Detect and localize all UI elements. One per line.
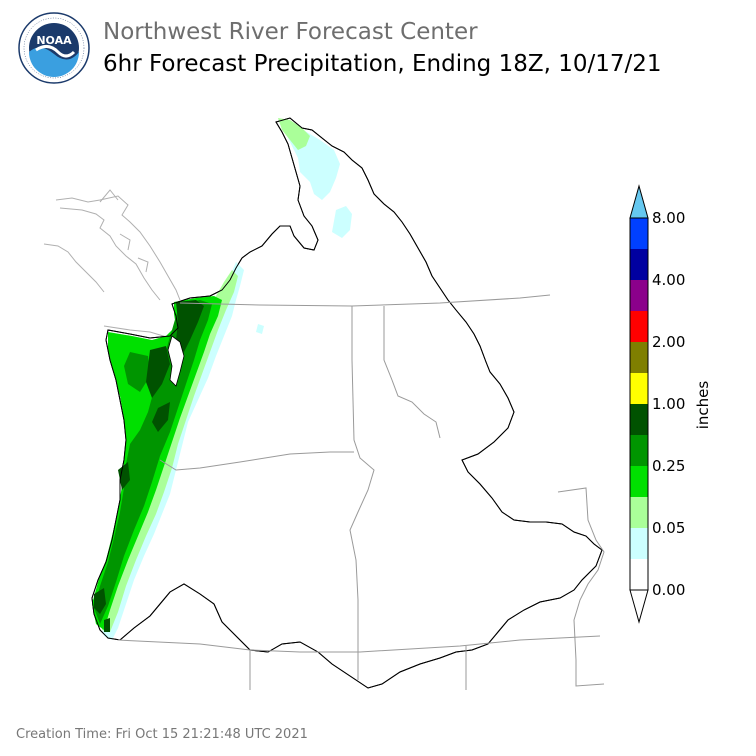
logo-text: NOAA bbox=[36, 34, 72, 47]
product-title: 6hr Forecast Precipitation, Ending 18Z, … bbox=[103, 51, 662, 77]
colorbar-box bbox=[630, 466, 648, 497]
colorbar-box bbox=[630, 311, 648, 342]
colorbar-box bbox=[630, 373, 648, 404]
colorbar-box bbox=[630, 342, 648, 373]
creation-time: Creation Time: Fri Oct 15 21:21:48 UTC 2… bbox=[16, 727, 308, 742]
colorbar-tick-label: 1.00 bbox=[652, 395, 686, 413]
precip-mediumgreen bbox=[94, 300, 212, 624]
colorbar-box bbox=[630, 218, 648, 249]
colorbar-box bbox=[630, 497, 648, 528]
center-name: Northwest River Forecast Center bbox=[103, 19, 478, 45]
legend-unit: inches bbox=[694, 380, 712, 430]
puget-sound bbox=[167, 335, 185, 387]
colorbar-tick-label: 0.00 bbox=[652, 581, 686, 599]
colorbar-box bbox=[630, 249, 648, 280]
colorbar-box bbox=[630, 404, 648, 435]
colorbar-tick-label: 2.00 bbox=[652, 333, 686, 351]
colorbar-tick-label: 0.05 bbox=[652, 519, 686, 537]
precip-darkgreen bbox=[94, 300, 204, 632]
colorbar-bottom-arrow bbox=[629, 589, 649, 624]
colorbar-tick-label: 0.25 bbox=[652, 457, 686, 475]
colorbar-tick-label: 8.00 bbox=[652, 209, 686, 227]
precip-map bbox=[43, 117, 605, 690]
colorbar-top-arrow bbox=[629, 184, 649, 219]
state-borders bbox=[117, 294, 605, 690]
colorbar-box bbox=[630, 280, 648, 311]
colorbar-tick-label: 4.00 bbox=[652, 271, 686, 289]
colorbar-box bbox=[630, 528, 648, 559]
basin-boundary-outline bbox=[91, 117, 603, 689]
noaa-logo: NOAA bbox=[18, 12, 90, 84]
colorbar-box bbox=[630, 559, 648, 590]
colorbar-box bbox=[630, 435, 648, 466]
